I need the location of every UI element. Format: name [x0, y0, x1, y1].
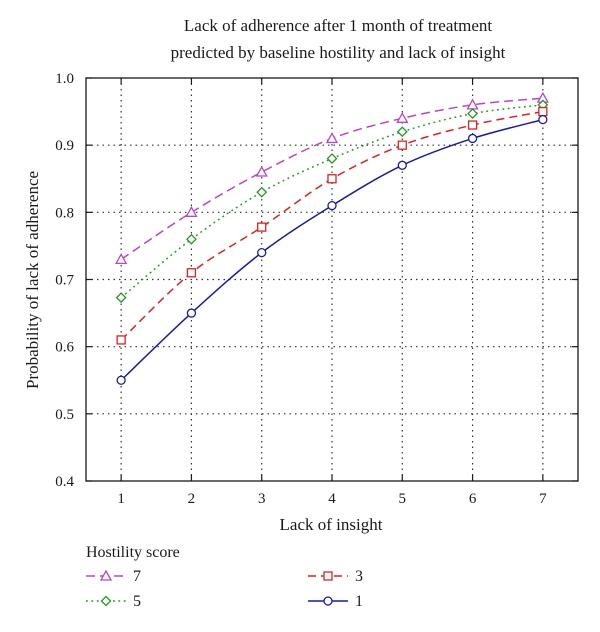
legend-marker [99, 569, 113, 581]
data-point-3 [186, 268, 197, 278]
data-point-3 [397, 140, 407, 150]
legend-marker [100, 595, 112, 607]
data-point-3 [538, 106, 548, 117]
y-tick-label: 0.7 [55, 273, 74, 289]
data-point-7 [115, 253, 128, 265]
series-7 [115, 91, 549, 265]
x-tick-label: 2 [188, 491, 196, 507]
data-point-5 [115, 292, 127, 304]
data-point-1 [538, 114, 548, 125]
data-point-5 [326, 153, 338, 165]
x-tick-label: 1 [117, 491, 125, 507]
x-tick-label: 5 [399, 491, 407, 507]
series-5 [115, 99, 549, 304]
y-tick-label: 0.6 [55, 340, 74, 356]
data-point-3 [257, 222, 267, 232]
y-tick-label: 0.8 [55, 205, 74, 221]
data-point-1 [116, 375, 126, 385]
series-3 [116, 106, 548, 345]
x-axis-label: Lack of insight [280, 515, 383, 534]
legend-label: 1 [355, 593, 363, 610]
data-point-5 [467, 108, 478, 120]
data-point-7 [325, 132, 339, 144]
legend-item-1: 1 [308, 593, 363, 610]
y-tick-label: 1.0 [55, 71, 74, 87]
legend-item-3: 3 [308, 568, 363, 585]
x-tick-label: 3 [258, 491, 266, 507]
data-point-7 [185, 205, 198, 217]
legend-label: 5 [133, 593, 141, 610]
data-point-5 [256, 186, 268, 198]
data-point-7 [466, 98, 479, 110]
data-point-1 [186, 308, 197, 318]
grid [86, 78, 578, 481]
data-point-3 [116, 335, 126, 345]
legend-item-7: 7 [86, 568, 141, 585]
legend-label: 3 [355, 568, 363, 585]
data-point-1 [467, 133, 478, 144]
legend-item-5: 5 [86, 593, 141, 610]
series-line-3 [120, 110, 543, 341]
data-point-5 [186, 233, 197, 245]
y-tick-label: 0.5 [55, 407, 74, 423]
data-point-1 [257, 247, 267, 258]
legend-marker [323, 571, 333, 581]
series-layer [115, 91, 549, 385]
legend-marker [323, 596, 333, 606]
y-tick-label: 0.9 [55, 138, 74, 154]
axis-ticks: 1 2 3 4 5 6 7 0.4 0.5 0.6 0.7 0.8 0.9 1.0 [55, 71, 578, 507]
x-tick-label: 7 [539, 491, 547, 507]
legend-title: Hostility score [86, 544, 180, 561]
data-point-7 [396, 111, 409, 123]
data-point-1 [397, 160, 407, 170]
data-point-1 [327, 200, 337, 211]
legend: Hostility score 7 5 3 1 [86, 544, 363, 610]
x-tick-label: 6 [469, 491, 477, 507]
data-point-3 [327, 174, 337, 184]
chart-title-line-1: Lack of adherence after 1 month of treat… [184, 16, 492, 35]
legend-label: 7 [133, 568, 141, 585]
series-1 [116, 114, 548, 385]
chart-title-line-2: predicted by baseline hostility and lack… [171, 43, 506, 62]
y-axis-label: Probability of lack of adherence [23, 171, 42, 389]
data-point-7 [255, 165, 268, 177]
data-point-3 [467, 120, 478, 130]
y-tick-label: 0.4 [55, 474, 74, 490]
data-point-5 [396, 126, 408, 138]
x-tick-label: 4 [328, 491, 336, 507]
